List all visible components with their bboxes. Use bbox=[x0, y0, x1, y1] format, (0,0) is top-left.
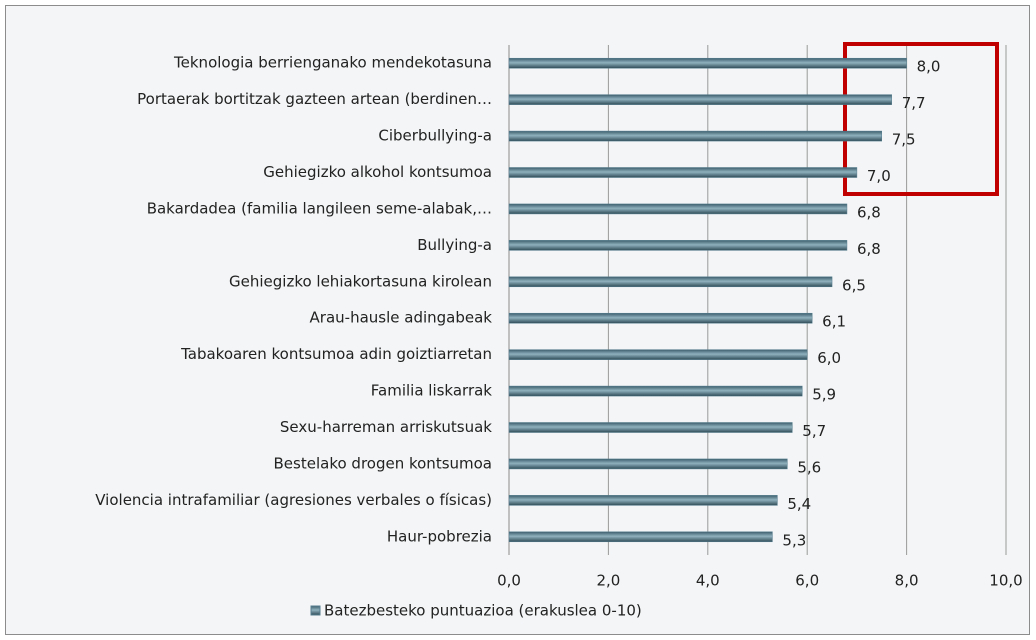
y-tick-label: Gehiegizko alkohol kontsumoa bbox=[263, 163, 492, 181]
data-label: 5,6 bbox=[797, 458, 821, 476]
bar bbox=[508, 312, 813, 324]
bar bbox=[508, 94, 892, 105]
x-tick-label: 2,0 bbox=[596, 572, 620, 590]
bar bbox=[508, 130, 882, 142]
data-label: 7,7 bbox=[902, 94, 926, 112]
legend-marker bbox=[310, 605, 321, 616]
x-tick-label: 4,0 bbox=[696, 572, 720, 590]
bar bbox=[508, 203, 848, 215]
x-tick-label: 6,0 bbox=[795, 572, 819, 590]
data-label: 5,3 bbox=[782, 531, 806, 549]
bar bbox=[508, 495, 778, 506]
bar bbox=[508, 349, 808, 360]
x-tick-label: 0,0 bbox=[497, 572, 521, 590]
y-tick-label: Bullying-a bbox=[417, 236, 492, 254]
data-label: 6,1 bbox=[822, 313, 846, 331]
bar bbox=[508, 240, 848, 251]
data-label: 8,0 bbox=[917, 58, 941, 76]
y-tick-label: Violencia intrafamiliar (agresiones verb… bbox=[95, 491, 492, 509]
y-tick-label: Haur-pobrezia bbox=[387, 527, 492, 545]
data-label: 5,9 bbox=[812, 386, 836, 404]
data-label: 7,0 bbox=[867, 167, 891, 185]
x-tick-label: 10,0 bbox=[989, 572, 1022, 590]
y-tick-label: Teknologia berrienganako mendekotasuna bbox=[173, 54, 492, 72]
bar bbox=[508, 276, 833, 288]
y-tick-label: Familia liskarrak bbox=[371, 382, 493, 400]
bar bbox=[508, 458, 788, 470]
highlight-box bbox=[843, 42, 999, 196]
y-tick-label: Portaerak bortitzak gazteen artean (berd… bbox=[137, 90, 492, 108]
y-tick-label: Gehiegizko lehiakortasuna kirolean bbox=[229, 272, 492, 290]
data-label: 6,8 bbox=[857, 240, 881, 258]
y-tick-label: Ciberbullying-a bbox=[378, 127, 492, 145]
y-tick-label: Sexu-harreman arriskutsuak bbox=[280, 418, 492, 436]
y-tick-label: Tabakoaren kontsumoa adin goiztiarretan bbox=[180, 345, 492, 363]
bar bbox=[508, 385, 803, 397]
data-label: 6,8 bbox=[857, 203, 881, 221]
data-label: 6,5 bbox=[842, 276, 866, 294]
bar bbox=[508, 167, 858, 178]
legend-label: Batezbesteko puntuazioa (erakuslea 0-10) bbox=[324, 602, 642, 620]
bar bbox=[508, 57, 907, 69]
x-tick-label: 8,0 bbox=[895, 572, 919, 590]
data-label: 6,0 bbox=[817, 349, 841, 367]
data-label: 7,5 bbox=[892, 131, 916, 149]
y-tick-label: Arau-hausle adingabeak bbox=[310, 309, 493, 327]
bar bbox=[508, 422, 793, 433]
bar bbox=[508, 531, 773, 543]
y-tick-label: Bakardadea (familia langileen seme-alaba… bbox=[147, 199, 492, 217]
y-tick-label: Bestelako drogen kontsumoa bbox=[274, 454, 492, 472]
data-label: 5,7 bbox=[802, 422, 826, 440]
plot-area bbox=[607, 45, 1007, 555]
data-label: 5,4 bbox=[787, 495, 811, 513]
